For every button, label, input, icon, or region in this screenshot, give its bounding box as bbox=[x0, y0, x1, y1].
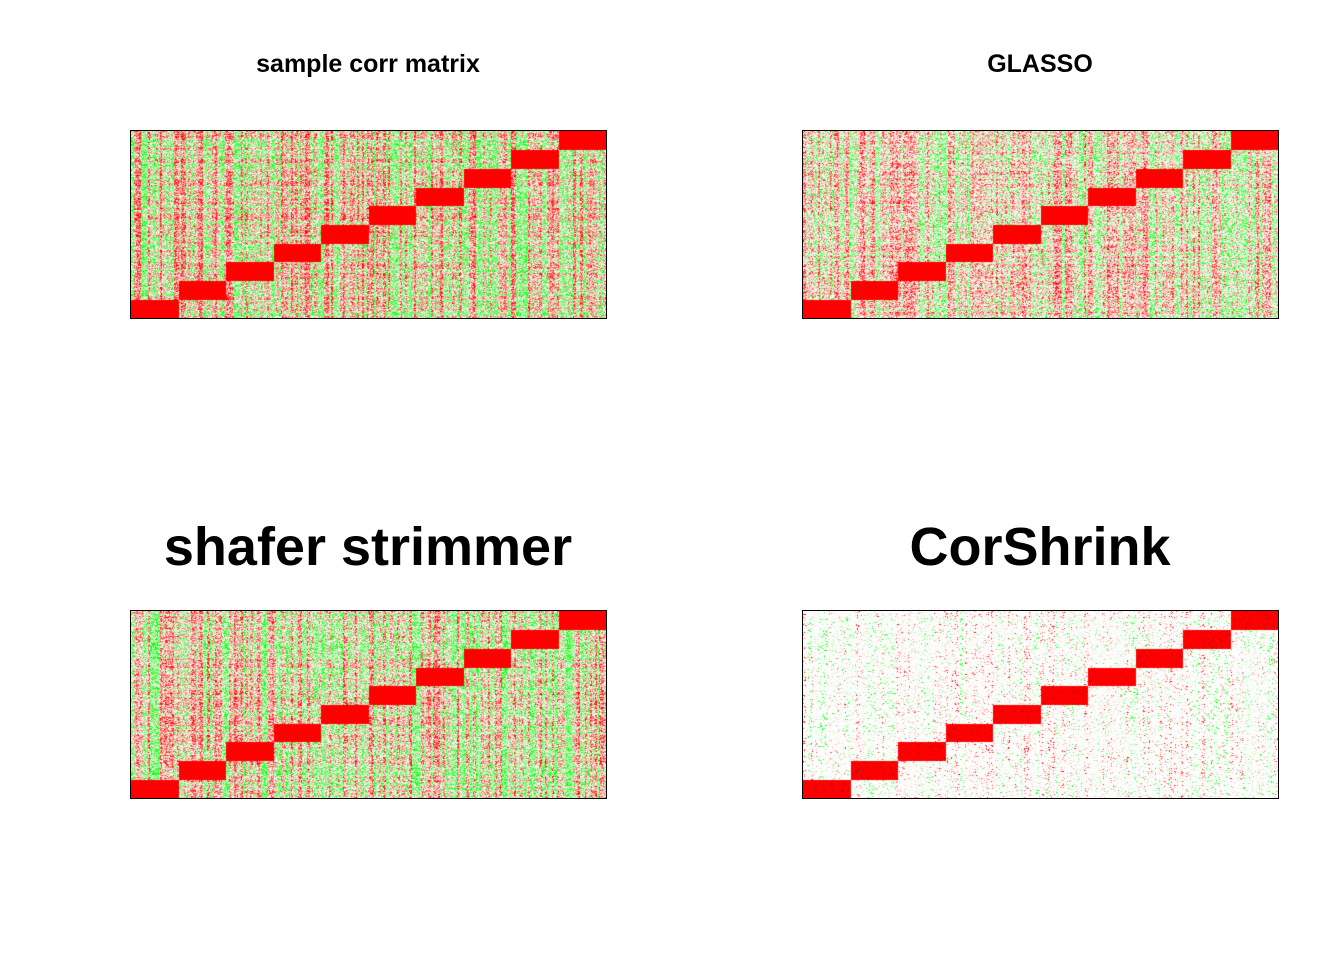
heatmap-plot bbox=[130, 610, 607, 799]
heatmap-panel-glasso: GLASSO bbox=[802, 0, 1279, 480]
heatmap-plot bbox=[802, 130, 1279, 319]
heatmap-panel-sample-corr: sample corr matrix bbox=[130, 0, 607, 480]
heatmap-panel-shafer-strimmer: shafer strimmer bbox=[130, 480, 607, 960]
heatmap-plot bbox=[802, 610, 1279, 799]
chart-title: sample corr matrix bbox=[256, 50, 480, 78]
chart-title: shafer strimmer bbox=[163, 517, 573, 577]
chart-title: GLASSO bbox=[987, 50, 1093, 78]
heatmap-panel-corshrink: CorShrink bbox=[802, 480, 1279, 960]
chart-title: CorShrink bbox=[909, 517, 1171, 577]
heatmap-plot bbox=[130, 130, 607, 319]
